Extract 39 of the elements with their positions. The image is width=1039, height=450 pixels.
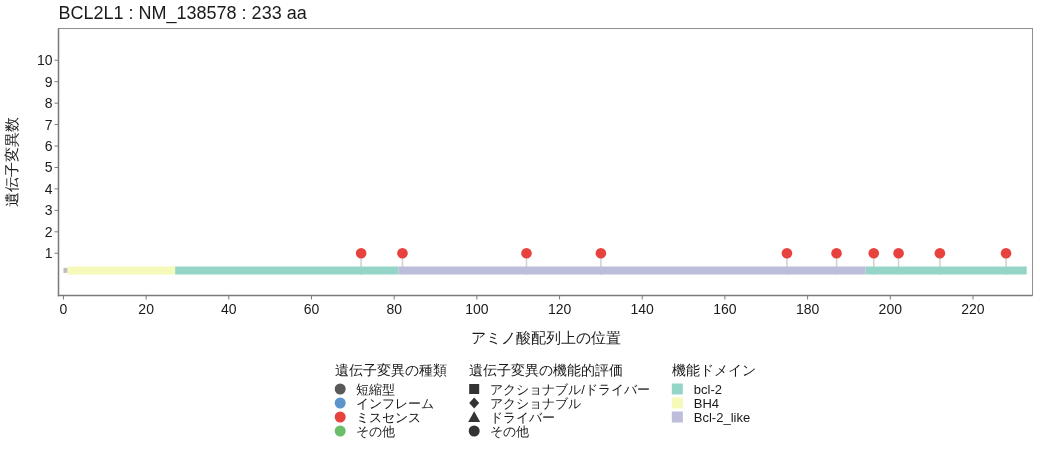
x-tick-label: 40 <box>221 301 237 317</box>
y-tick-label: 7 <box>44 116 53 133</box>
legend-label: その他 <box>356 424 396 439</box>
legend-label: インフレーム <box>356 396 435 411</box>
x-tick-label: 0 <box>59 301 68 317</box>
chart-title: BCL2L1 : NM_138578 : 233 aa <box>58 3 308 24</box>
y-tick-label: 1 <box>44 245 53 262</box>
x-tick-label: 20 <box>138 301 155 317</box>
legend-title: 遺伝子変異の機能的評価 <box>469 362 624 378</box>
y-tick-label: 8 <box>44 95 53 112</box>
legend-label: その他 <box>490 424 530 439</box>
y-tick-label: 3 <box>44 202 53 219</box>
legend-label: アクショナブル/ドライバー <box>490 382 650 397</box>
legend-label: Bcl-2_like <box>693 410 751 425</box>
y-tick-label: 2 <box>44 223 53 240</box>
y-tick-label: 9 <box>44 73 53 90</box>
legend-title: 遺伝子変異の種類 <box>335 362 448 378</box>
legend-label: ドライバー <box>490 410 556 425</box>
x-tick-label: 140 <box>630 301 655 317</box>
x-tick-label: 100 <box>465 301 489 317</box>
legend-title: 機能ドメイン <box>671 362 756 378</box>
x-tick-label: 60 <box>303 301 320 317</box>
legend-label: BH4 <box>693 396 720 411</box>
y-tick-label: 6 <box>44 138 53 155</box>
x-tick-label: 220 <box>961 301 985 317</box>
legend-label: アクショナブル <box>490 396 582 411</box>
x-axis-title: アミノ酸配列上の位置 <box>470 329 621 346</box>
x-tick-label: 160 <box>713 301 737 317</box>
x-tick-label: 200 <box>878 301 903 317</box>
y-tick-label: 10 <box>36 52 53 69</box>
y-tick-label: 4 <box>44 180 53 197</box>
x-tick-label: 120 <box>547 301 572 317</box>
y-axis-title: 遺伝子変異数 <box>3 117 20 207</box>
x-tick-label: 180 <box>795 301 820 317</box>
legend-label: bcl-2 <box>693 382 722 397</box>
x-tick-label: 80 <box>386 301 403 317</box>
legend-label: 短縮型 <box>356 382 396 397</box>
legend-label: ミスセンス <box>356 410 422 425</box>
y-tick-label: 5 <box>44 159 53 176</box>
